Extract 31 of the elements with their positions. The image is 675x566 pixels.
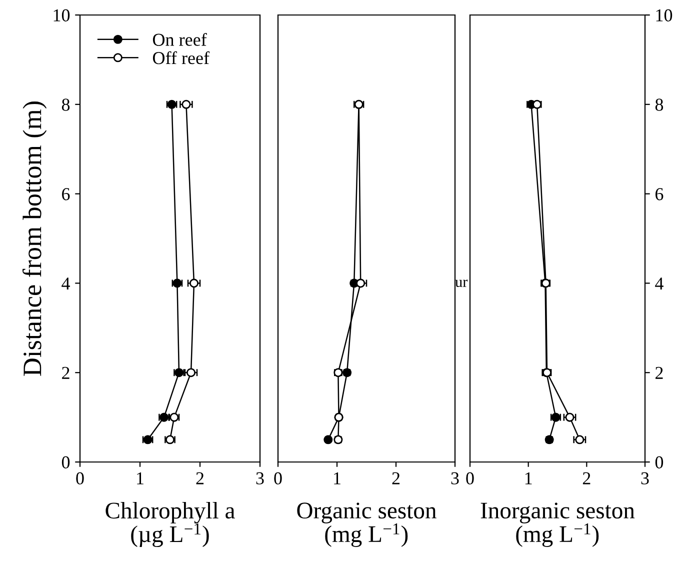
x-tick-label: 1 (334, 472, 340, 484)
legend-label: Off reef (152, 51, 210, 64)
legend-label: On reef (152, 32, 207, 46)
y2-tick-label: 0 (655, 456, 664, 468)
x-tick-label: 0 (76, 472, 84, 484)
x-tick-label: 0 (466, 472, 474, 484)
y2-tick-label: 2 (656, 366, 663, 379)
y2-tick-label: 10 (656, 9, 672, 22)
x-tick-label: 2 (582, 472, 590, 484)
y-tick-label: 2 (62, 366, 70, 379)
y2-tick-label: 6 (656, 188, 664, 200)
x-tick-label: 2 (196, 472, 204, 484)
x-tick-label: 3 (641, 472, 649, 484)
x-tick-label: 0 (274, 472, 282, 484)
x-tick-label: 2 (392, 472, 400, 484)
y-axis-title: Distance from bottom (m) (22, 102, 47, 376)
x-tick-label: 1 (137, 472, 144, 484)
x-axis-title: Chlorophyll a (µg L$^{−1}$) (106, 502, 235, 548)
x-tick-label: 3 (256, 472, 264, 484)
y2-tick-label: 4 (655, 278, 664, 290)
y-tick-label: 6 (62, 188, 70, 200)
x-axis-title: Organic seston (mg L$^{−1}$) (297, 502, 436, 547)
y-tick-label: 0 (62, 456, 70, 468)
x-tick-label: 3 (451, 472, 459, 484)
y-tick-label: 8 (62, 98, 70, 111)
y-tick-label: 4 (62, 278, 70, 290)
text: ur (455, 280, 468, 288)
y2-tick-label: 8 (655, 98, 664, 111)
y-tick-label: 10 (54, 9, 70, 22)
x-tick-label: 1 (525, 472, 532, 484)
x-axis-title: Inorganic seston (mg L$^{−1}$) (480, 502, 635, 547)
